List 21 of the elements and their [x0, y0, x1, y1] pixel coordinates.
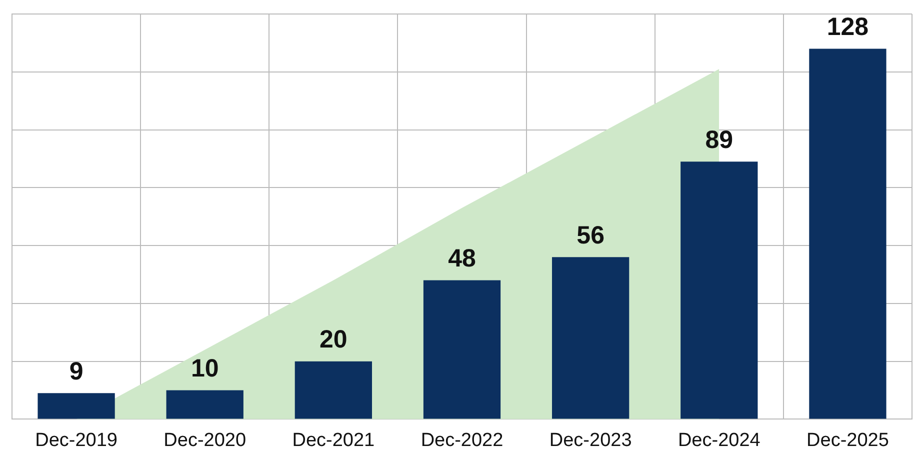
bar [680, 162, 758, 419]
bar [809, 48, 886, 419]
bar [166, 390, 244, 419]
data-label: 89 [705, 126, 734, 154]
bar [38, 393, 115, 419]
x-tick-label: Dec-2022 [420, 430, 504, 451]
data-label: 20 [320, 326, 348, 354]
x-tick-label: Dec-2023 [549, 430, 632, 451]
data-label: 56 [576, 222, 604, 250]
bar [423, 280, 501, 419]
x-tick-label: Dec-2019 [35, 430, 118, 451]
data-label: 48 [448, 244, 476, 273]
bar [294, 361, 372, 419]
data-label: 9 [69, 358, 84, 386]
data-label: 128 [826, 13, 869, 42]
x-tick-label: Dec-2024 [678, 430, 761, 451]
x-tick-label: Dec-2025 [806, 430, 889, 451]
x-tick-label: Dec-2020 [164, 430, 246, 451]
x-tick-label: Dec-2021 [292, 430, 375, 451]
bar [552, 257, 630, 419]
data-label: 10 [190, 354, 219, 383]
